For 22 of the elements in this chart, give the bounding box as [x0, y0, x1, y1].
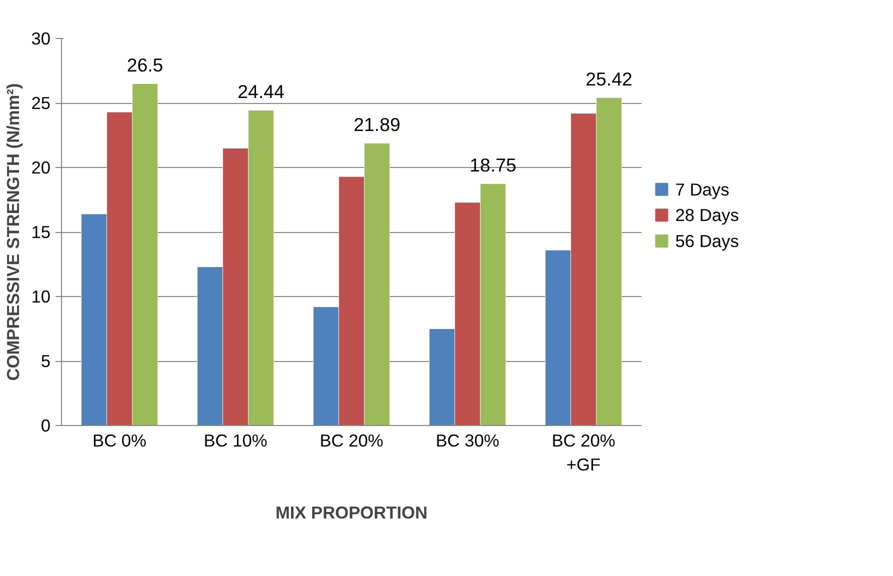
legend-label: 28 Days [675, 205, 740, 226]
data-label: 25.42 [586, 68, 632, 90]
y-tick-label: 10 [31, 286, 51, 306]
data-label: 18.75 [470, 154, 516, 176]
y-tick-label: 20 [31, 158, 51, 178]
y-tick-label: 30 [31, 28, 51, 48]
x-tick-label: BC 10% [204, 430, 268, 450]
y-tick-label: 25 [31, 93, 51, 113]
x-tick-label: BC 20% [320, 430, 384, 450]
y-tick-label: 5 [40, 351, 51, 371]
x-axis-title: MIX PROPORTION [275, 502, 428, 522]
data-label: 24.44 [238, 81, 284, 102]
data-label: 26.5 [126, 54, 164, 76]
x-tick-label: BC 0% [92, 430, 146, 450]
y-tick-label: 0 [40, 416, 51, 436]
x-tick-label: BC 20% +GF [552, 430, 616, 474]
y-tick-label: 15 [31, 222, 51, 242]
legend-label: 56 Days [675, 230, 740, 251]
legend-label: 7 Days [675, 179, 730, 200]
data-label: 21.89 [354, 114, 400, 136]
y-axis-title: COMPRESSIVE STRENGTH (N/mm²) [3, 83, 24, 381]
x-tick-label: BC 30% [436, 430, 500, 450]
